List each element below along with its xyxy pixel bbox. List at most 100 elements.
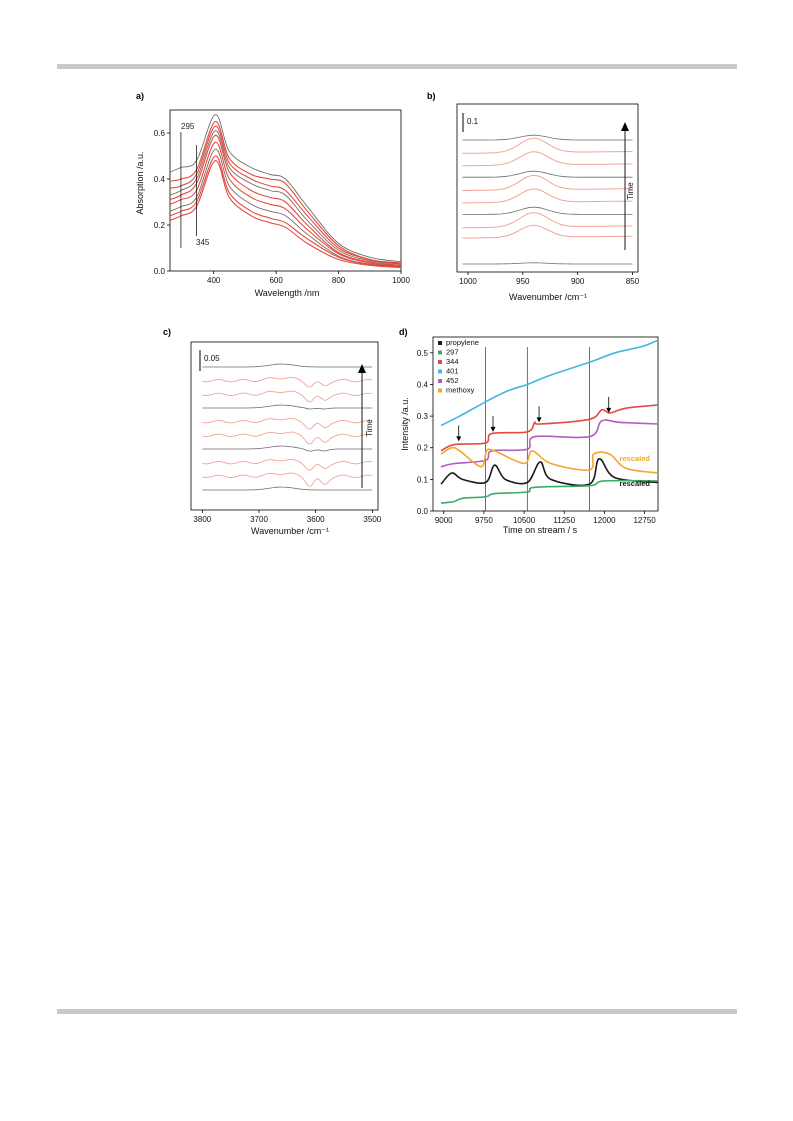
panel-d-ytick-label: 0.4 [417,380,429,389]
panel-b-trace-8 [462,137,633,154]
panel-d-arrowhead-1 [490,426,496,432]
panel-c-xtick-label: 3700 [250,515,268,524]
panel-c-trace-5 [202,417,373,430]
panel-d-y-ticks: 0.0 0.1 0.2 0.3 0.4 0.5 [417,349,433,516]
panel-a-ann-0: 295 [181,122,195,131]
panel-c-trace-8 [202,376,373,388]
panel-c-time-label: Time [365,419,374,437]
panel-c-xlabel: Wavenumber /cm⁻¹ [251,526,329,536]
panel-a-line-1 [169,120,402,264]
legend-swatch-297 [438,350,442,355]
panel-b-label: b) [427,91,436,101]
panel-d-xtick-label: 12000 [593,516,616,525]
panel-d-arrowhead-2 [536,417,542,423]
panel-b-scale-label: 0.1 [467,117,479,126]
panel-a-xtick-label: 600 [269,276,283,285]
legend-label-propylene: propylene [446,338,479,347]
panel-b: b) 0.1 1000 950 900 850 Time Wavenumber /cm… [427,91,640,302]
panel-d-label: d) [399,327,408,337]
panel-d: d) 9000 9750 10500 11250 12000 12750 0.00.10.… [399,327,659,535]
panel-d-ytick-label: 0.5 [417,349,429,358]
panel-d-arrowhead-3 [606,407,612,413]
panel-b-trace-6 [462,170,633,178]
panel-b-xtick-label: 950 [516,277,530,286]
legend-swatch-452 [438,379,442,383]
panel-a-line-2 [169,125,402,265]
panel-d-series [440,339,659,504]
panel-d-ytick-label: 0.1 [417,475,429,484]
panel-a-y-ticks: 0.0 0.2 0.4 0.6 [154,129,170,276]
panel-a-xtick-label: 400 [207,276,221,285]
panel-c-x-ticks: 3800 3700 3600 3500 [193,510,382,524]
panel-d-ytick-label: 0.3 [417,412,429,421]
panel-a-ann-1: 345 [196,238,210,247]
panel-d-line-344 [440,404,659,452]
panel-b-trace-2 [462,212,633,229]
legend-label-297: 297 [446,348,459,357]
panel-d-rescaled-orange: rescaled [620,454,651,463]
panel-c-trace-9 [202,363,373,368]
panel-c-trace-1 [202,472,373,487]
panel-d-xtick-label: 10500 [513,516,536,525]
panel-a-ytick-label: 0.6 [154,129,166,138]
panel-c-xtick-label: 3800 [193,515,211,524]
legend-label-452: 452 [446,376,459,385]
panel-b-time-label: Time [626,182,635,200]
panel-d-xtick-label: 11250 [553,516,575,525]
panel-b-trace-0 [462,262,633,265]
panel-b-trace-4 [462,188,633,204]
panel-a-line-7 [169,155,402,268]
top-rule [57,64,737,69]
panel-c-trace-4 [202,431,373,445]
panel-d-xlabel: Time on stream / s [503,525,578,535]
legend-swatch-propylene [438,341,442,345]
panel-d-line-methoxy [440,446,659,474]
panel-b-trace-1 [462,224,633,239]
panel-b-time-arrowhead [621,122,629,131]
panel-d-line-401 [440,339,659,427]
legend-label-methoxy: methoxy [446,386,475,395]
bottom-rule [57,1009,737,1014]
panel-b-frame [456,103,639,273]
panel-c-trace-6 [202,404,373,410]
panel-a-frame [169,109,402,272]
legend-swatch-344 [438,360,442,364]
panel-a: a) 400 600 800 1000 0.0 0.2 0.4 0.6 295 345 Wa… [135,91,410,298]
panel-c-trace-0 [202,486,373,491]
panel-b-xtick-label: 1000 [459,277,477,286]
panel-b-x-ticks: 1000 950 900 850 [459,272,640,286]
panel-d-ytick-label: 0.0 [417,507,429,516]
panel-b-trace-7 [462,151,633,167]
panel-d-xtick-label: 9750 [475,516,493,525]
panel-c-time-arrowhead [358,364,366,373]
panel-a-label: a) [136,91,144,101]
panel-a-ylabel: Absorption /a.u. [135,151,145,214]
panel-a-line-3 [169,130,402,265]
panel-b-trace-5 [462,174,633,192]
panel-c: c) 0.05 3800 3700 3600 3500 Time Wavenumber… [163,327,382,536]
panel-c-frame [190,341,379,511]
panel-d-line-452 [440,419,659,468]
panel-a-series [169,114,402,269]
panel-b-xtick-label: 900 [571,277,585,286]
panel-a-x-ticks: 400 600 800 1000 [207,271,410,285]
panel-d-line-297 [440,479,659,504]
panel-a-line-5 [169,141,402,267]
panel-a-line-4 [169,134,402,266]
legend-swatch-401 [438,369,442,374]
panel-a-line-6 [169,148,402,267]
panel-c-scale-label: 0.05 [204,354,220,363]
panel-a-ytick-label: 0.4 [154,175,166,184]
panel-a-xtick-label: 1000 [392,276,410,285]
panel-a-line-8 [169,160,402,269]
panel-c-label: c) [163,327,171,337]
legend-swatch-methoxy [438,388,442,393]
panel-b-trace-3 [462,206,633,215]
panel-d-arrowhead-0 [456,436,462,442]
panel-a-ytick-label: 0.2 [154,221,166,230]
panel-a-xlabel: Wavelength /nm [255,288,320,298]
panel-d-ytick-label: 0.2 [417,444,429,453]
panel-d-x-ticks: 9000 9750 10500 11250 12000 12750 [435,511,656,525]
panel-a-line-0 [169,114,402,263]
